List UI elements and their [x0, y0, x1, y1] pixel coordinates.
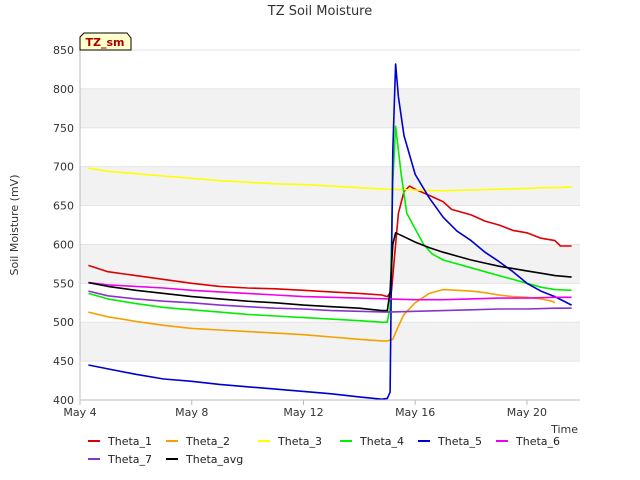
badge: TZ_sm [79, 32, 132, 51]
x-tick-label: May 12 [283, 406, 323, 419]
series-line-theta-avg [88, 232, 572, 312]
x-axis-title: Time [550, 423, 578, 436]
chart-title: TZ Soil Moisture [267, 4, 373, 19]
series-line-theta-1 [88, 185, 572, 298]
y-tick-label: 800 [53, 83, 74, 96]
legend-item-theta-2: Theta_2 [166, 435, 230, 448]
y-tick-label: 400 [53, 394, 74, 407]
y-tick-label: 600 [53, 238, 74, 251]
series-line-theta-7 [88, 290, 572, 313]
legend-item-theta-4: Theta_4 [340, 435, 404, 448]
axes: 400 450 500 550 600 650 700 750 800 850 May 4 May 8… [53, 44, 580, 419]
legend: Theta_1 Theta_2 Theta_3 Theta_4 Theta_5 Theta… [88, 435, 560, 466]
x-tick-label: May 20 [507, 406, 547, 419]
series-line-theta-4 [88, 125, 572, 324]
legend-label: Theta_7 [107, 453, 152, 466]
legend-label: Theta_1 [107, 435, 152, 448]
legend-label: Theta_2 [185, 435, 230, 448]
y-tick-label: 750 [53, 122, 74, 135]
y-tick-label: 500 [53, 316, 74, 329]
legend-item-theta-7: Theta_7 [88, 453, 152, 466]
x-tick-label: May 4 [63, 406, 96, 419]
y-tick-label: 450 [53, 355, 74, 368]
legend-label: Theta_5 [437, 435, 482, 448]
y-tick-label: 700 [53, 161, 74, 174]
grid-band [80, 322, 580, 362]
legend-item-theta-1: Theta_1 [88, 435, 152, 448]
grid-band [80, 244, 580, 284]
series-layer [88, 63, 572, 401]
grid-band [80, 88, 580, 128]
legend-item-theta-avg: Theta_avg [166, 453, 243, 466]
series-line-theta-6 [88, 281, 572, 301]
y-tick-label: 650 [53, 200, 74, 213]
legend-label: Theta_avg [185, 453, 243, 466]
legend-label: Theta_3 [277, 435, 322, 448]
legend-label: Theta_6 [515, 435, 560, 448]
grid-bands [80, 88, 580, 362]
legend-item-theta-6: Theta_6 [496, 435, 560, 448]
badge-box [79, 32, 132, 51]
x-tick-label: May 16 [395, 406, 435, 419]
legend-label: Theta_4 [359, 435, 404, 448]
series-line-theta-3 [88, 167, 572, 192]
series-line-theta-5 [88, 63, 572, 401]
badge-label: TZ_sm [86, 36, 125, 49]
gridlines [80, 49, 580, 401]
legend-item-theta-3: Theta_3 [258, 435, 322, 448]
legend-item-theta-5: Theta_5 [418, 435, 482, 448]
x-tick-label: May 8 [175, 406, 208, 419]
series-line-theta-2 [88, 288, 556, 342]
y-axis-title: Soil Moisture (mV) [8, 175, 21, 276]
y-tick-label: 850 [53, 44, 74, 57]
y-tick-label: 550 [53, 277, 74, 290]
